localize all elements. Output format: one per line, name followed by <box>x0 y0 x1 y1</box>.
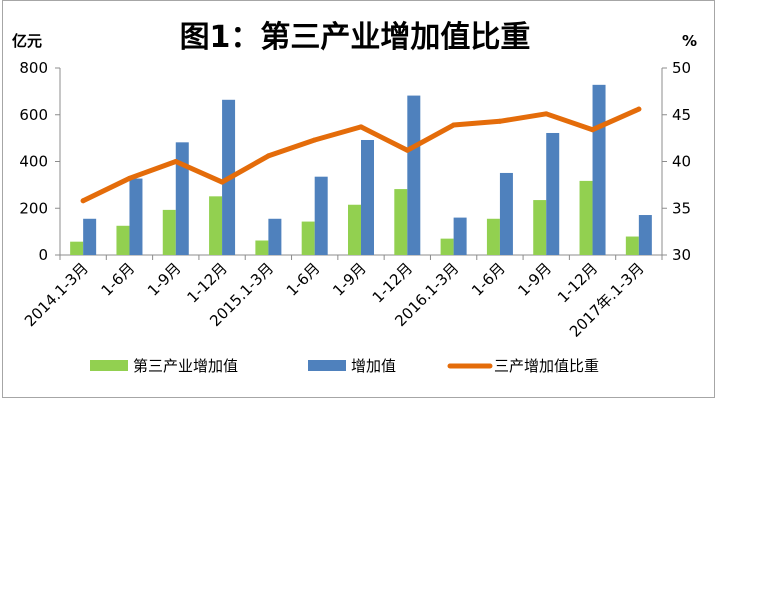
bar-added-value <box>314 176 328 255</box>
ratio-point <box>80 198 86 204</box>
bar-added-value <box>175 142 189 255</box>
x-category-label: 1-6月 <box>468 259 509 300</box>
y-right-unit: % <box>682 32 697 50</box>
y-left-tick-label: 600 <box>19 106 48 124</box>
legend-label-tertiary: 第三产业增加值 <box>133 357 238 375</box>
x-category-label: 1-9月 <box>329 259 370 300</box>
bar-added-value <box>268 218 282 255</box>
y-right-tick-label: 35 <box>672 199 691 217</box>
bar-tertiary-value <box>209 196 223 255</box>
legend: 第三产业增加值 增加值 三产增加值比重 <box>90 357 599 375</box>
bar-tertiary-value <box>579 180 593 255</box>
bar-tertiary-value <box>533 200 547 255</box>
x-category-label: 1-9月 <box>514 259 555 300</box>
legend-swatch-added <box>308 360 346 371</box>
x-category-label: 1-6月 <box>283 259 324 300</box>
ratio-line <box>80 106 642 204</box>
y-left-tick-label: 0 <box>38 246 48 264</box>
chart-title: 图1：第三产业增加值比重 <box>180 20 531 55</box>
bar-added-value <box>453 217 467 255</box>
ratio-point <box>358 124 364 130</box>
legend-label-added: 增加值 <box>351 357 396 375</box>
legend-swatch-tertiary <box>90 360 128 371</box>
bar-tertiary-value <box>486 218 500 255</box>
bar-added-value <box>83 218 97 255</box>
ratio-point <box>497 118 503 124</box>
bar-tertiary-value <box>440 238 454 255</box>
ratio-point <box>265 153 271 159</box>
x-category-label: 1-6月 <box>98 259 139 300</box>
y-right-tick-label: 45 <box>672 106 691 124</box>
bar-tertiary-value <box>625 236 639 255</box>
ratio-point <box>636 106 642 112</box>
bar-added-value <box>546 132 560 255</box>
y-right-tick-label: 50 <box>672 59 691 77</box>
bar-tertiary-value <box>394 189 408 255</box>
bar-tertiary-value <box>116 225 130 255</box>
bar-added-value <box>592 84 606 255</box>
bar-added-value <box>129 178 143 255</box>
y-left-unit: 亿元 <box>12 32 42 50</box>
ratio-point <box>543 111 549 117</box>
ratio-point <box>219 179 225 185</box>
axes: 0 200 400 600 800 30 35 40 45 50 <box>19 59 691 264</box>
bar-tertiary-value <box>70 241 84 255</box>
y-left-tick-label: 400 <box>19 153 48 171</box>
bar-tertiary-value <box>255 240 269 255</box>
bar-tertiary-value <box>162 209 176 255</box>
ratio-point <box>312 137 318 143</box>
bar-added-value <box>499 172 513 255</box>
ratio-point <box>451 122 457 128</box>
bar-added-value <box>407 95 421 256</box>
ratio-point <box>590 127 596 133</box>
bars <box>70 84 652 256</box>
ratio-point <box>173 159 179 164</box>
ratio-point <box>126 175 132 181</box>
y-left-tick-label: 800 <box>19 59 48 77</box>
bar-tertiary-value <box>348 204 361 255</box>
bar-added-value <box>638 215 652 255</box>
legend-label-ratio: 三产增加值比重 <box>494 357 599 375</box>
y-left-tick-label: 200 <box>19 199 48 217</box>
x-category-label: 1-9月 <box>144 259 185 300</box>
bar-tertiary-value <box>301 221 315 255</box>
ratio-point <box>404 147 410 153</box>
y-right-tick-label: 40 <box>672 153 691 171</box>
x-category-label: 2014.1-3月 <box>21 259 92 330</box>
y-right-tick-label: 30 <box>672 246 691 264</box>
bar-added-value <box>361 139 374 255</box>
